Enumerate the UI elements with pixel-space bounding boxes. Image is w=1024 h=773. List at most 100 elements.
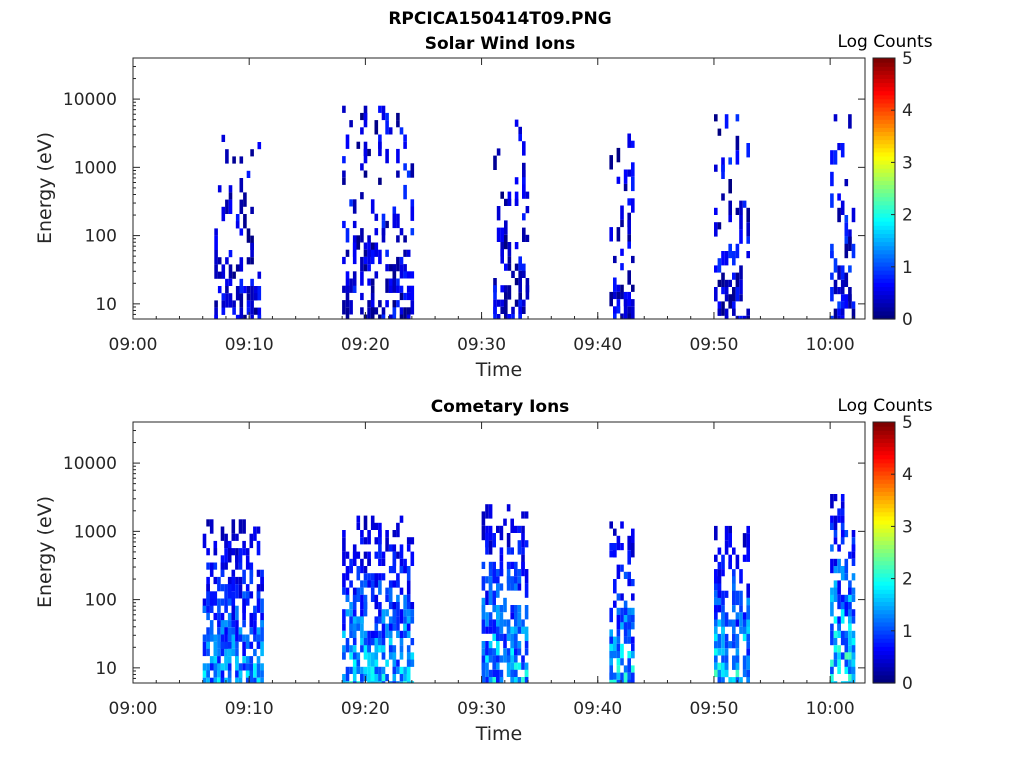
colorbar-tick-label: 2 [902,206,913,226]
panel-cometary: Cometary Ions 09:00 09:10 09:20 09:30 09:40 0… [34,396,933,745]
heatmap-cell [609,672,613,683]
heatmap-cell [518,134,522,142]
heatmap-cell [840,308,845,316]
heatmap-cell [363,666,368,674]
heatmap-cell [206,670,210,678]
heatmap-cell [623,615,628,623]
heatmap-cell [721,157,725,172]
heatmap-cell [522,141,526,156]
heatmap-cell [631,528,635,543]
heatmap-cell [392,213,397,229]
heatmap-cell [837,544,841,552]
heatmap-cell [217,620,221,628]
heatmap-cell [239,156,244,164]
heatmap-cell [410,602,415,610]
heatmap-cell [370,278,375,286]
heatmap-cell [844,681,849,683]
heatmap-cell [623,313,628,319]
heatmap-cell [848,616,852,624]
heatmap-cell [342,256,346,265]
heatmap-cell [616,176,621,184]
heatmap-cell [209,620,214,635]
heatmap-cell [250,242,254,258]
heatmap-cell [356,235,361,250]
heatmap-cell [616,535,621,551]
heatmap-cell [504,220,508,235]
heatmap-cell [521,626,525,634]
heatmap-cell [742,554,747,562]
heatmap-cell [522,227,526,242]
colorbar-segment [873,499,895,505]
heatmap-cell [356,522,361,530]
heatmap-cell [499,655,504,663]
colorbar-segment [873,62,895,67]
colorbar-segment [873,135,895,141]
heatmap-cell [721,251,725,266]
heatmap-cell [506,576,511,591]
heatmap-cell [217,185,222,193]
heatmap-cell [742,626,747,634]
heatmap-cell [728,533,732,548]
heatmap-cell [352,220,357,229]
heatmap-cell [493,285,497,300]
heatmap-cell [260,663,264,671]
heatmap-cell [616,306,621,314]
heatmap-cell [385,120,389,135]
heatmap-cell [220,641,225,649]
heatmap-cell [631,672,635,683]
heatmap-cell [399,652,404,660]
heatmap-cell [345,681,350,683]
heatmap-cell [345,594,350,602]
heatmap-cell [525,206,530,214]
y-axis-label: Energy (eV) [34,496,56,608]
heatmap-cell [220,598,225,606]
heatmap-cell [714,655,718,663]
heatmap-cell [496,633,500,641]
heatmap-cell [342,170,346,178]
colorbar-segment [873,670,895,676]
colorbar-segment [873,515,895,521]
heatmap-cell [728,157,732,165]
heatmap-cell [388,645,393,653]
heatmap-cell [374,580,379,588]
heatmap-cell [830,544,834,552]
colorbar-tick-label: 1 [902,622,913,642]
heatmap-cell [717,308,722,316]
heatmap-cell [525,285,530,300]
heatmap-cell [627,679,631,683]
heatmap-cell [851,530,856,538]
heatmap-cell [717,677,722,683]
heatmap-cell [506,561,511,569]
heatmap-cell [503,597,507,613]
heatmap-cell [206,677,210,683]
heatmap-cell [837,645,841,653]
heatmap-cell [245,584,250,592]
heatmap-cell [735,662,740,670]
heatmap-cell [370,314,375,319]
heatmap-cell [231,605,236,621]
heatmap-cell [724,648,729,656]
heatmap-cell [367,674,371,683]
heatmap-cell [399,674,404,682]
heatmap-cell [242,569,246,585]
heatmap-cell [616,615,621,630]
heatmap-cell [830,674,834,683]
heatmap-cell [620,672,624,683]
heatmap-cell [403,681,407,683]
heatmap-cell [396,148,400,164]
heatmap-cell [243,314,247,319]
heatmap-cell [833,279,838,295]
heatmap-cell [714,633,718,642]
heatmap-cell [830,630,834,638]
heatmap-cell [349,199,353,207]
heatmap-cell [714,662,718,670]
heatmap-cell [724,251,729,266]
heatmap-cell [228,293,233,308]
heatmap-cell [721,662,725,678]
colorbar-segment [873,613,895,619]
heatmap-cell [739,294,743,302]
heatmap-cell [746,308,750,316]
heatmap-cell [352,638,357,646]
colorbar-segment [873,257,895,263]
heatmap-cell [396,213,400,229]
